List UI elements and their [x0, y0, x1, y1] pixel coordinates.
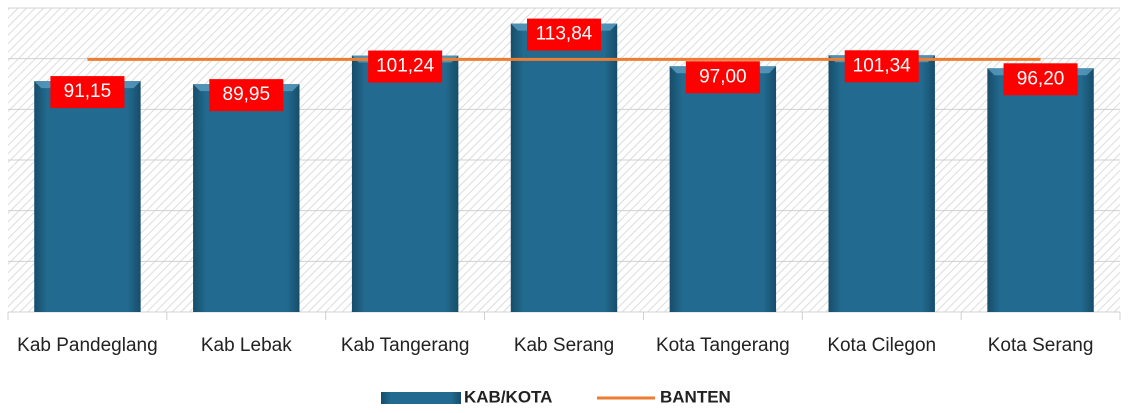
x-tick-label: Kota Tangerang: [656, 335, 790, 356]
x-tick-label: Kab Tangerang: [341, 335, 470, 356]
data-label-box: [844, 50, 919, 83]
data-label: 96,20: [1017, 68, 1065, 89]
data-label: 113,84: [536, 24, 593, 45]
data-label: 89,95: [223, 84, 271, 105]
data-label-box: [1003, 63, 1078, 96]
bar: [510, 23, 618, 312]
x-tick-label: Kota Cilegon: [827, 335, 936, 356]
data-label: 101,34: [853, 55, 912, 76]
data-label: 101,24: [376, 56, 435, 77]
legend-label: KAB/KOTA: [464, 387, 552, 406]
bar: [987, 68, 1094, 312]
x-tick-label: Kab Serang: [514, 335, 614, 356]
legend-swatch: [381, 392, 461, 404]
bar: [828, 55, 935, 312]
bar: [351, 55, 459, 313]
data-label-box: [50, 76, 125, 109]
x-tick-label: Kab Pandeglang: [17, 335, 158, 356]
bar: [34, 81, 141, 312]
data-label-box: [368, 50, 443, 83]
bar: [669, 66, 777, 313]
bar: [193, 84, 300, 312]
data-label-box: [527, 18, 601, 51]
data-label-box: [209, 79, 284, 112]
data-label-box: [685, 61, 760, 94]
x-tick-label: Kab Lebak: [201, 335, 292, 356]
legend-label: BANTEN: [660, 387, 731, 406]
x-tick-label: Kota Serang: [988, 335, 1094, 356]
data-label: 97,00: [699, 66, 747, 87]
data-label: 91,15: [64, 81, 112, 102]
